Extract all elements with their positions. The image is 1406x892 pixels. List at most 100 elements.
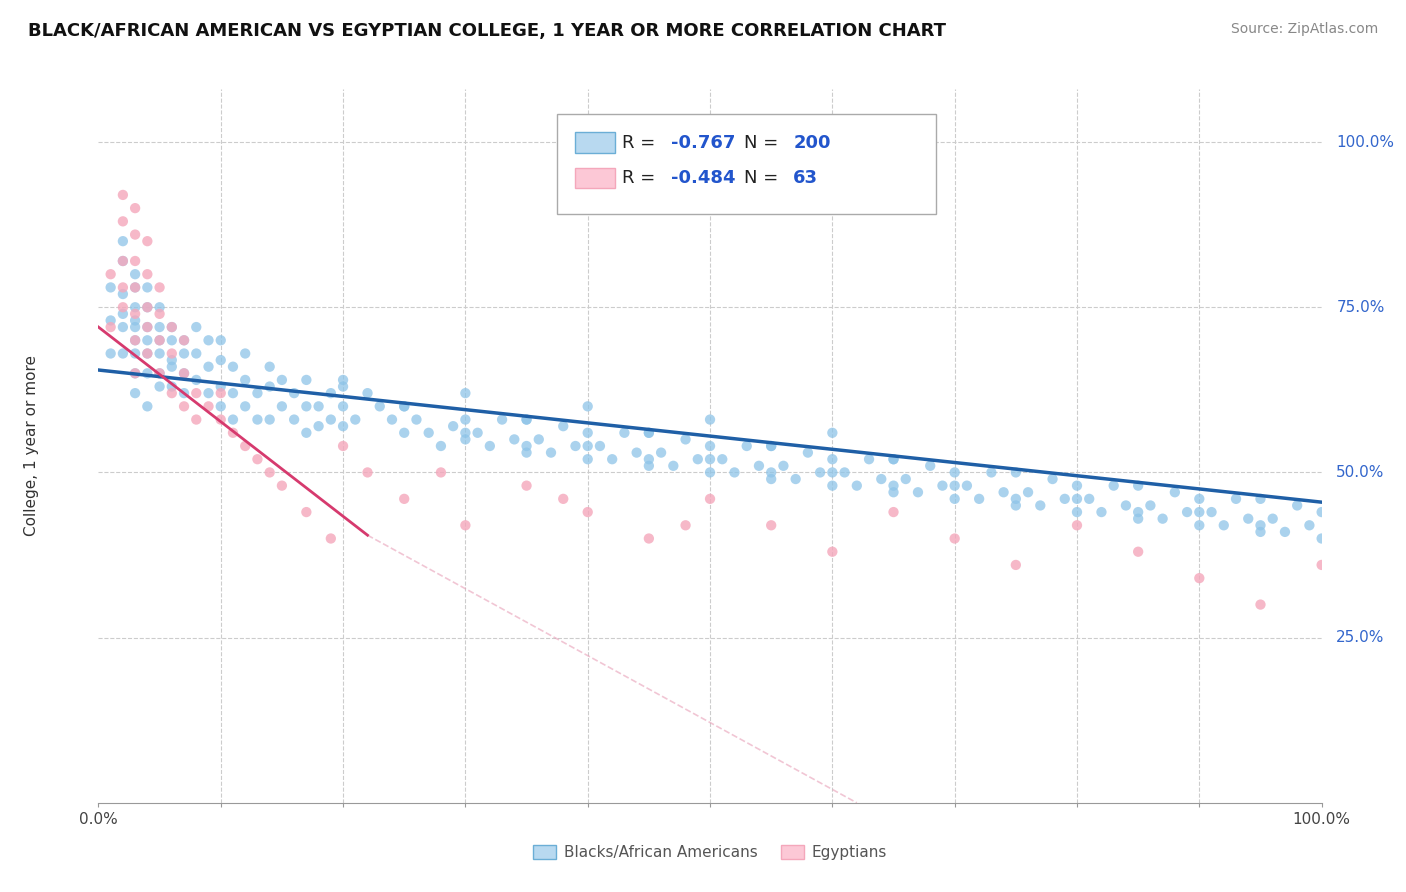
Point	[186, 320, 208, 334]
Point	[111, 280, 134, 294]
Point	[186, 412, 208, 426]
Point	[1249, 518, 1271, 533]
Point	[589, 439, 612, 453]
Point	[124, 280, 146, 294]
Text: -0.767: -0.767	[671, 134, 735, 152]
Point	[392, 425, 416, 440]
Point	[1188, 505, 1211, 519]
Point	[821, 425, 844, 440]
Point	[735, 439, 758, 453]
Point	[209, 400, 232, 414]
Point	[821, 466, 844, 480]
Point	[797, 445, 820, 459]
Point	[576, 400, 599, 414]
Point	[943, 466, 966, 480]
Point	[124, 227, 146, 242]
Point	[136, 400, 159, 414]
Point	[943, 491, 966, 506]
Point	[186, 346, 208, 360]
Point	[540, 445, 562, 459]
Text: 25.0%: 25.0%	[1336, 630, 1385, 645]
Point	[1066, 505, 1088, 519]
Point	[332, 400, 354, 414]
Point	[1152, 511, 1174, 525]
Point	[381, 412, 404, 426]
Point	[405, 412, 427, 426]
Point	[1128, 505, 1150, 519]
Point	[283, 386, 305, 401]
Point	[699, 466, 721, 480]
Point	[1128, 511, 1150, 525]
Point	[319, 386, 342, 401]
Point	[160, 359, 183, 374]
Point	[761, 518, 783, 533]
Point	[111, 320, 134, 334]
Point	[356, 386, 378, 401]
Point	[1212, 518, 1234, 533]
Point	[576, 425, 599, 440]
Point	[686, 452, 709, 467]
Point	[772, 458, 794, 473]
Text: College, 1 year or more: College, 1 year or more	[24, 356, 38, 536]
Point	[111, 300, 134, 314]
Point	[100, 346, 122, 360]
Point	[124, 267, 146, 281]
Point	[883, 505, 905, 519]
Point	[1175, 505, 1198, 519]
Point	[907, 485, 929, 500]
Point	[173, 333, 195, 347]
Point	[332, 419, 354, 434]
Point	[124, 280, 146, 294]
Point	[160, 320, 183, 334]
Point	[626, 445, 648, 459]
Point	[332, 439, 354, 453]
Point	[1274, 524, 1296, 539]
Point	[136, 300, 159, 314]
Point	[124, 346, 146, 360]
Point	[1261, 511, 1284, 525]
Point	[111, 188, 134, 202]
Point	[1249, 491, 1271, 506]
Point	[454, 412, 477, 426]
Point	[356, 466, 378, 480]
Point	[1201, 505, 1223, 519]
Point	[233, 439, 256, 453]
Point	[160, 346, 183, 360]
Point	[111, 307, 134, 321]
Point	[319, 412, 342, 426]
Point	[149, 280, 172, 294]
Point	[136, 333, 159, 347]
Point	[967, 491, 990, 506]
Point	[295, 373, 318, 387]
Point	[1042, 472, 1064, 486]
Point	[576, 505, 599, 519]
Point	[821, 452, 844, 467]
Point	[637, 532, 661, 546]
Point	[368, 400, 391, 414]
Point	[515, 445, 537, 459]
Point	[430, 466, 453, 480]
Point	[124, 313, 146, 327]
Point	[845, 478, 868, 492]
Point	[270, 400, 294, 414]
Point	[186, 386, 208, 401]
Point	[160, 386, 183, 401]
Point	[100, 267, 122, 281]
Text: BLACK/AFRICAN AMERICAN VS EGYPTIAN COLLEGE, 1 YEAR OR MORE CORRELATION CHART: BLACK/AFRICAN AMERICAN VS EGYPTIAN COLLE…	[28, 22, 946, 40]
Point	[980, 466, 1002, 480]
Point	[1310, 505, 1333, 519]
Point	[111, 346, 134, 360]
Point	[1053, 491, 1076, 506]
Point	[259, 359, 281, 374]
Point	[124, 254, 146, 268]
Point	[699, 439, 721, 453]
Point	[136, 267, 159, 281]
Point	[124, 333, 146, 347]
Point	[613, 425, 636, 440]
Point	[637, 452, 661, 467]
Point	[454, 433, 477, 447]
Point	[149, 367, 172, 381]
Point	[515, 412, 537, 426]
Point	[392, 491, 416, 506]
Point	[283, 412, 305, 426]
